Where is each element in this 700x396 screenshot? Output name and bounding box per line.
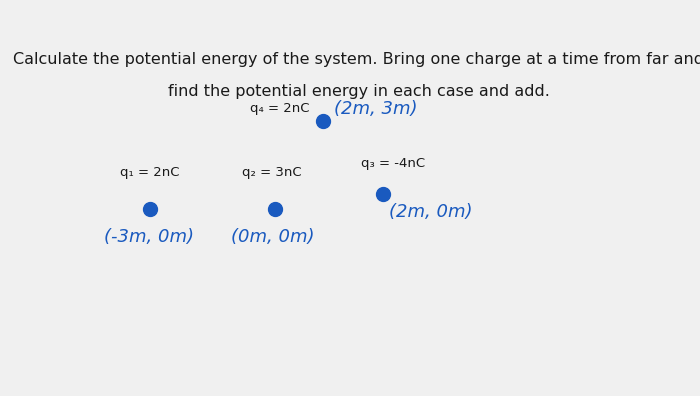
Text: Calculate the potential energy of the system. Bring one charge at a time from fa: Calculate the potential energy of the sy… [13, 52, 700, 67]
Point [144, 206, 155, 212]
Text: q₁ = 2nC: q₁ = 2nC [120, 166, 179, 179]
Point [377, 191, 388, 197]
Point [269, 206, 280, 212]
Text: (0m, 0m): (0m, 0m) [231, 228, 315, 246]
Point [318, 118, 329, 124]
Text: q₄ = 2nC: q₄ = 2nC [251, 102, 309, 115]
Text: (2m, 3m): (2m, 3m) [335, 99, 418, 118]
Text: q₃ = -4nC: q₃ = -4nC [361, 157, 426, 170]
Text: (2m, 0m): (2m, 0m) [389, 203, 472, 221]
Text: q₂ = 3nC: q₂ = 3nC [242, 166, 302, 179]
Text: find the potential energy in each case and add.: find the potential energy in each case a… [168, 84, 550, 99]
Text: (-3m, 0m): (-3m, 0m) [104, 228, 194, 246]
